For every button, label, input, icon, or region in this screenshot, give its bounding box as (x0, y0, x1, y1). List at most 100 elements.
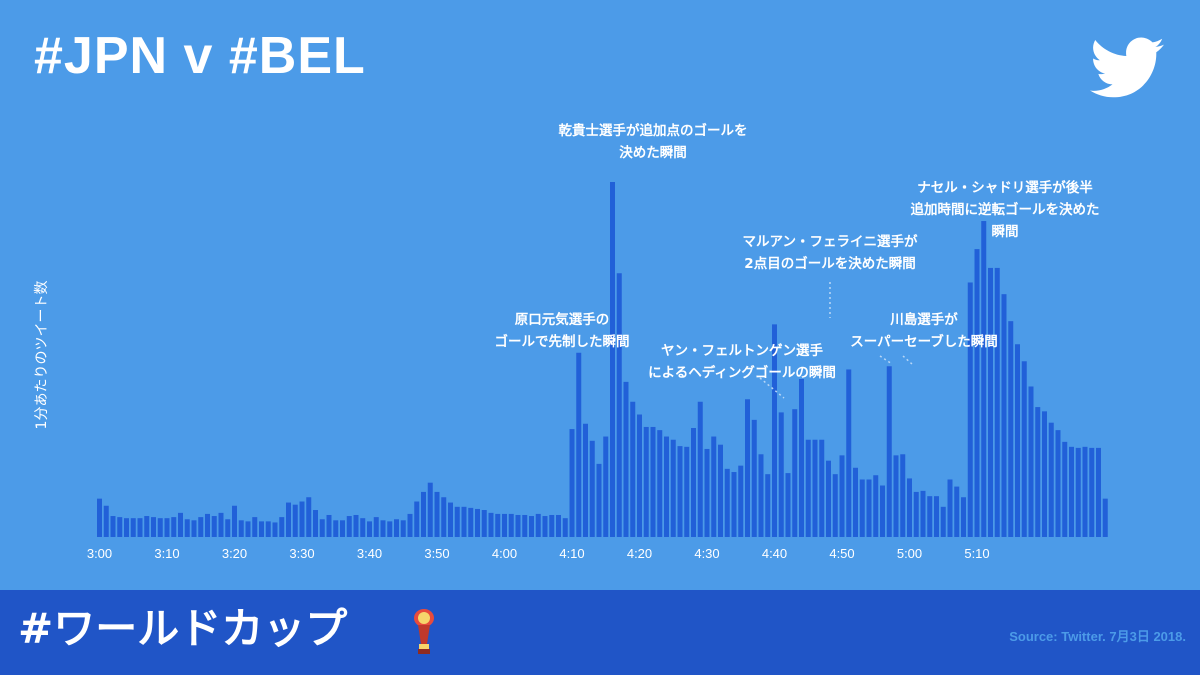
bar (664, 436, 669, 537)
annotation-label: 原口元気選手のゴールで先制した瞬間 (495, 311, 630, 350)
bar (988, 267, 993, 537)
page-title: #JPN v #BEL (34, 27, 366, 85)
bar (934, 496, 939, 537)
bar (164, 518, 170, 537)
bar (502, 513, 507, 537)
world-cup-trophy-icon (414, 609, 434, 654)
bar (974, 249, 980, 537)
annotation-label: マルアン・フェライニ選手が 2点目のゴールを決めた瞬間 (743, 233, 918, 272)
bar (637, 414, 642, 537)
bar (643, 426, 649, 537)
bar (373, 517, 379, 537)
bar (481, 510, 487, 537)
bar (589, 440, 595, 537)
bar (522, 514, 528, 537)
bar (205, 513, 210, 537)
bar (745, 399, 750, 537)
x-tick-label: 3:00 (87, 546, 112, 561)
bar (117, 517, 123, 537)
bar (110, 516, 116, 537)
x-tick-label: 5:10 (964, 546, 989, 561)
x-tick-label: 3:10 (154, 546, 179, 561)
bar (306, 497, 312, 537)
bar (151, 517, 156, 537)
bar (191, 520, 197, 537)
bar (846, 369, 852, 537)
bar (751, 419, 757, 537)
bar (292, 504, 298, 537)
bar (731, 472, 737, 537)
bar (718, 444, 723, 537)
x-tick-label: 3:20 (222, 546, 247, 561)
bar (299, 501, 305, 537)
bar (907, 478, 912, 537)
bar (961, 497, 966, 537)
bar (508, 513, 514, 537)
annotation-leader (759, 377, 785, 399)
bar (144, 516, 150, 537)
bar (1042, 411, 1047, 537)
bar (178, 512, 183, 537)
bar (785, 473, 791, 537)
bar (569, 429, 575, 537)
bar (198, 517, 204, 537)
bar (859, 479, 865, 537)
bar (913, 491, 919, 537)
bar (1082, 446, 1088, 537)
x-tick-label: 3:30 (289, 546, 314, 561)
bar (778, 412, 784, 537)
bar (981, 221, 987, 538)
bar (360, 518, 366, 537)
bar (630, 401, 636, 537)
bar (1055, 430, 1061, 537)
bar (1102, 498, 1108, 537)
bar (535, 513, 541, 537)
bar (556, 514, 561, 537)
bar (819, 439, 825, 537)
bar (529, 516, 534, 537)
bar (940, 506, 946, 537)
bar (704, 448, 710, 537)
bar (259, 521, 264, 537)
bar (839, 455, 845, 537)
bar (542, 516, 548, 537)
bar (394, 519, 399, 537)
bar (387, 521, 393, 537)
bar (670, 439, 676, 537)
x-tick-label: 5:00 (897, 546, 922, 561)
bar (650, 426, 656, 537)
bar (1048, 422, 1054, 537)
bar (549, 514, 555, 537)
bar (1015, 344, 1020, 537)
bar (866, 479, 872, 537)
y-axis-label: 1分あたりのツイート数 (34, 281, 50, 430)
bar (1008, 321, 1014, 537)
bar (596, 463, 602, 537)
bar (448, 502, 453, 537)
bar (799, 379, 804, 537)
bar (313, 510, 318, 537)
bar (880, 485, 885, 537)
bar (772, 324, 777, 537)
bar (407, 513, 413, 537)
bar (252, 517, 258, 537)
bar (272, 522, 278, 537)
bar (1089, 447, 1095, 537)
bar (805, 439, 811, 537)
annotation-leader (902, 355, 913, 365)
bar (893, 455, 899, 537)
bar (400, 520, 406, 537)
x-tick-label: 4:30 (694, 546, 719, 561)
bar (1096, 447, 1101, 537)
bar (454, 506, 460, 537)
bar (238, 520, 244, 537)
bar (1028, 386, 1034, 537)
bar (657, 430, 663, 537)
bar (562, 518, 568, 537)
bar (967, 282, 973, 537)
hashtag-label: #ワールドカップ (18, 604, 348, 653)
bar (137, 518, 143, 537)
bar (1001, 294, 1007, 537)
bar (812, 439, 818, 537)
bar (225, 519, 231, 537)
